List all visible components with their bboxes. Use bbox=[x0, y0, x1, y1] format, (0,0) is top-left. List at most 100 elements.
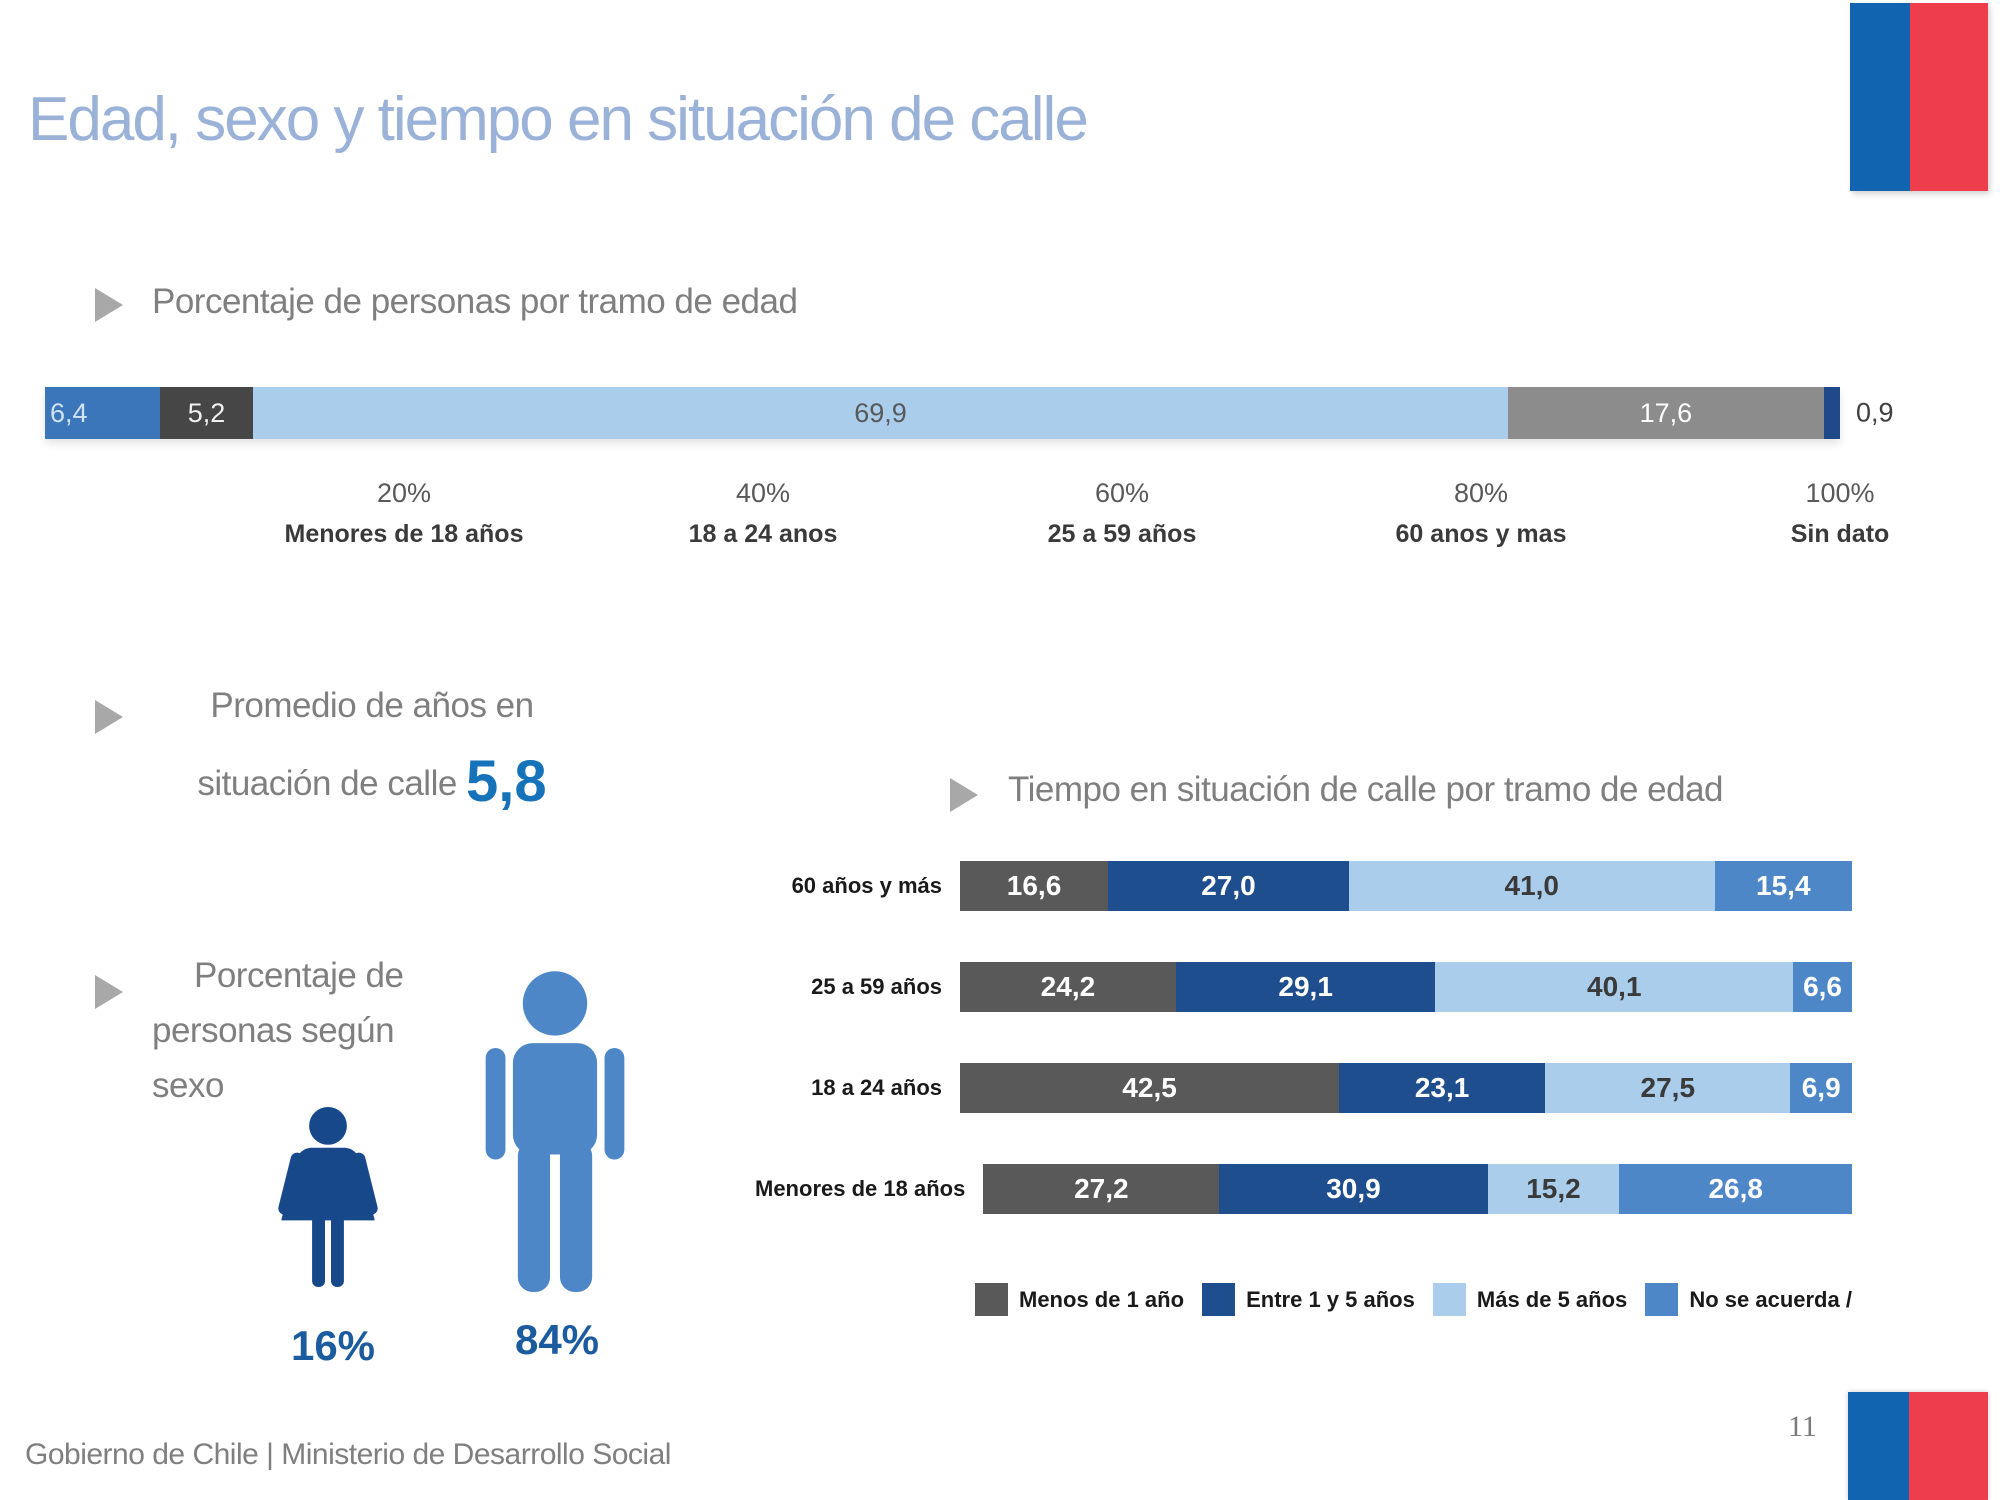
age-bar-value: 6,4 bbox=[50, 397, 88, 428]
time-bar-value: 30,9 bbox=[1326, 1173, 1381, 1204]
average-years-stat: Promedio de años en situación de calle 5… bbox=[112, 668, 632, 822]
bullet-triangle-icon bbox=[950, 778, 978, 812]
time-bar-value: 24,2 bbox=[1040, 971, 1096, 1002]
time-bar-segment: 15,2 bbox=[1487, 1164, 1620, 1214]
axis-category-label: 18 a 24 anos bbox=[688, 520, 838, 548]
time-bar-value: 27,5 bbox=[1640, 1072, 1696, 1103]
time-bar-segment: 30,9 bbox=[1219, 1164, 1488, 1214]
time-chart-rows: 60 años y más 16,6 27,0 41,0 15,4 25 a 59 año… bbox=[755, 861, 1852, 1265]
time-stacked-bar: 27,2 30,9 15,2 26,8 bbox=[983, 1164, 1852, 1214]
flag-red-stripe bbox=[1908, 1392, 1988, 1500]
flag-blue-stripe bbox=[1848, 1392, 1909, 1500]
age-bar-value: 69,9 bbox=[854, 397, 907, 428]
age-bar-segment: 5,2 bbox=[159, 387, 254, 439]
legend-swatch bbox=[1432, 1283, 1466, 1316]
woman-icon bbox=[278, 1106, 378, 1288]
chile-flag-logo-small bbox=[1848, 1392, 1988, 1500]
time-bar-value: 40,1 bbox=[1587, 971, 1642, 1002]
legend-item: Entre 1 y 5 años bbox=[1202, 1283, 1415, 1316]
legend-swatch bbox=[975, 1283, 1008, 1316]
time-bar-row: 25 a 59 años 24,2 29,1 40,1 6,6 bbox=[755, 962, 1852, 1012]
time-bar-value: 6,9 bbox=[1801, 1072, 1841, 1103]
average-years-line2: situación de calle 5,8 bbox=[197, 749, 547, 814]
time-bar-segment: 16,6 bbox=[960, 861, 1109, 911]
flag-blue-stripe bbox=[1850, 3, 1911, 191]
average-years-value: 5,8 bbox=[466, 749, 547, 814]
time-bar-row: 18 a 24 años 42,5 23,1 27,5 6,9 bbox=[755, 1063, 1852, 1113]
time-stacked-bar: 42,5 23,1 27,5 6,9 bbox=[960, 1063, 1852, 1113]
time-bar-value: 15,2 bbox=[1526, 1173, 1581, 1204]
bullet-triangle-icon bbox=[95, 700, 123, 734]
age-stacked-bar: 6,4 5,2 69,9 17,6 bbox=[45, 387, 1840, 439]
time-bar-segment: 6,9 bbox=[1790, 1063, 1852, 1113]
age-bar-segment: 17,6 bbox=[1507, 387, 1824, 439]
time-row-label: 60 años y más bbox=[791, 873, 942, 898]
age-bar-outside-value: 0,9 bbox=[1856, 397, 1894, 428]
time-bar-value: 15,4 bbox=[1756, 870, 1811, 901]
time-bar-value: 29,1 bbox=[1278, 971, 1333, 1002]
time-bar-segment: 27,0 bbox=[1108, 861, 1349, 911]
time-stacked-bar: 16,6 27,0 41,0 15,4 bbox=[960, 861, 1852, 911]
chile-flag-logo bbox=[1850, 3, 1988, 191]
legend-label: No se acuerda / bbox=[1689, 1286, 1852, 1312]
time-bar-value: 27,2 bbox=[1074, 1173, 1129, 1204]
time-bar-segment: 26,8 bbox=[1619, 1164, 1852, 1214]
time-bar-segment: 27,5 bbox=[1545, 1063, 1791, 1113]
sex-section-heading: Porcentaje de personas según sexo bbox=[152, 956, 404, 1105]
footer-text: Gobierno de Chile | Ministerio de Desarr… bbox=[25, 1438, 671, 1471]
axis-category-label: 60 anos y mas bbox=[1395, 520, 1567, 548]
axis-category-label: Sin dato bbox=[1790, 520, 1890, 548]
legend-label: Entre 1 y 5 años bbox=[1246, 1286, 1415, 1312]
time-bar-segment: 29,1 bbox=[1175, 962, 1436, 1012]
legend-item: No se acuerda / bbox=[1645, 1283, 1852, 1316]
time-bar-value: 26,8 bbox=[1708, 1173, 1763, 1204]
axis-tick-label: 20% bbox=[376, 478, 432, 508]
age-axis-categories: Menores de 18 años 18 a 24 anos 25 a 59 añ… bbox=[45, 520, 1890, 556]
legend-label: Menos de 1 año bbox=[1019, 1286, 1185, 1312]
age-axis-ticks: 20% 40% 60% 80% 100% bbox=[45, 478, 1875, 514]
time-bar-segment: 41,0 bbox=[1348, 861, 1715, 911]
legend-swatch bbox=[1645, 1283, 1679, 1316]
axis-category-label: Menores de 18 años bbox=[284, 520, 524, 548]
time-bar-segment: 40,1 bbox=[1435, 962, 1794, 1012]
bullet-triangle-icon bbox=[95, 975, 123, 1009]
page-number: 11 bbox=[1788, 1410, 1817, 1443]
time-stacked-bar: 24,2 29,1 40,1 6,6 bbox=[960, 962, 1852, 1012]
time-bar-value: 27,0 bbox=[1201, 870, 1256, 901]
time-bar-row: 60 años y más 16,6 27,0 41,0 15,4 bbox=[755, 861, 1852, 911]
axis-tick-label: 80% bbox=[1453, 478, 1509, 508]
female-percentage: 16% bbox=[290, 1322, 376, 1369]
time-chart-heading: Tiempo en situación de calle por tramo d… bbox=[1008, 770, 1724, 809]
age-bar-segment: 69,9 bbox=[253, 387, 1508, 439]
time-bar-segment: 27,2 bbox=[983, 1164, 1220, 1214]
axis-category-label: 25 a 59 años bbox=[1047, 520, 1197, 548]
axis-tick-label: 40% bbox=[735, 478, 791, 508]
age-bar-value: 5,2 bbox=[187, 397, 226, 428]
time-bar-value: 42,5 bbox=[1122, 1072, 1177, 1103]
time-row-label: 18 a 24 años bbox=[811, 1075, 942, 1100]
time-bar-value: 6,6 bbox=[1803, 971, 1842, 1002]
time-row-label: 25 a 59 años bbox=[811, 974, 942, 999]
time-bar-segment: 24,2 bbox=[960, 962, 1176, 1012]
flag-red-stripe bbox=[1910, 3, 1988, 191]
age-stacked-bar-wrap: 6,4 5,2 69,9 17,6 0,9 bbox=[45, 387, 1894, 439]
time-bar-segment: 23,1 bbox=[1339, 1063, 1546, 1113]
male-percentage: 84% bbox=[514, 1316, 600, 1363]
time-bar-value: 41,0 bbox=[1504, 870, 1560, 901]
average-years-line1: Promedio de años en bbox=[210, 686, 534, 725]
bullet-triangle-icon bbox=[95, 288, 123, 322]
page-title: Edad, sexo y tiempo en situación de call… bbox=[28, 84, 1089, 154]
time-bar-segment: 15,4 bbox=[1714, 861, 1852, 911]
man-icon bbox=[485, 971, 625, 1292]
legend-swatch bbox=[1202, 1283, 1236, 1316]
time-bar-value: 16,6 bbox=[1006, 870, 1062, 901]
axis-tick-label: 100% bbox=[1805, 478, 1875, 508]
time-bar-segment: 42,5 bbox=[960, 1063, 1340, 1113]
age-bar-segment bbox=[1823, 387, 1840, 439]
axis-tick-label: 60% bbox=[1094, 478, 1150, 508]
age-bar-value: 17,6 bbox=[1639, 397, 1693, 428]
time-row-label: Menores de 18 años bbox=[755, 1176, 966, 1201]
time-bar-row: Menores de 18 años 27,2 30,9 15,2 26,8 bbox=[755, 1164, 1852, 1214]
time-bar-segment: 6,6 bbox=[1793, 962, 1852, 1012]
legend-item: Más de 5 años bbox=[1432, 1283, 1627, 1316]
